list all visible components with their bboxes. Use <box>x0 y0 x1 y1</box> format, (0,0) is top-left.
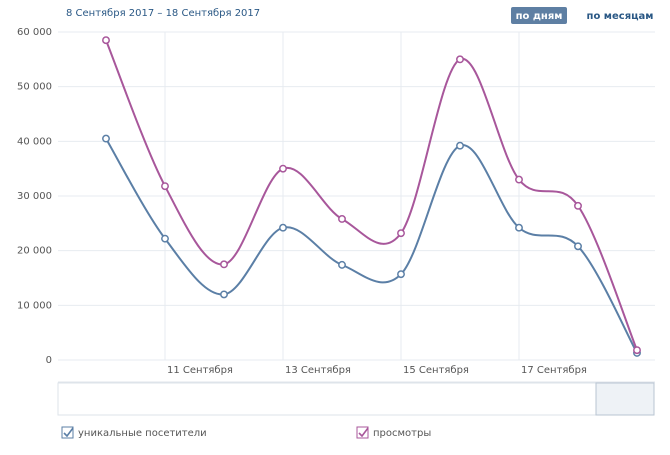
legend-label[interactable]: просмотры <box>373 428 431 439</box>
y-tick-label: 60 000 <box>17 27 52 38</box>
point <box>397 229 405 238</box>
point <box>515 223 523 232</box>
point <box>338 215 346 223</box>
point <box>220 290 228 299</box>
point <box>102 36 110 45</box>
y-tick-label: 10 000 <box>17 300 52 311</box>
legend-check <box>358 427 369 438</box>
y-tick-label: 0 <box>46 355 52 366</box>
series-line <box>105 39 638 351</box>
y-tick-label: 40 000 <box>17 136 52 147</box>
point <box>279 223 287 232</box>
legend-label[interactable]: уникальные посетители <box>78 428 207 439</box>
x-tick-label: 11 Сентября <box>167 365 233 376</box>
x-tick-label: 15 Сентября <box>403 365 469 376</box>
point <box>456 55 464 64</box>
y-tick-label: 50 000 <box>17 82 52 93</box>
legend-check <box>63 427 74 438</box>
month-button-label[interactable]: по месяцам <box>587 11 654 22</box>
chart-title: 8 Сентября 2017 – 18 Сентября 2017 <box>66 8 260 19</box>
point <box>161 234 169 243</box>
day-button-label[interactable]: по дням <box>516 11 563 22</box>
point <box>102 134 110 143</box>
point <box>338 260 346 269</box>
point <box>574 242 582 251</box>
legend-checkbox[interactable] <box>356 426 369 439</box>
point <box>633 346 641 355</box>
x-tick-label: 17 Сентября <box>521 365 587 376</box>
point <box>515 175 523 184</box>
y-tick-label: 20 000 <box>17 246 52 257</box>
y-tick-label: 30 000 <box>17 191 52 202</box>
day-button[interactable] <box>511 7 567 24</box>
navigator[interactable] <box>57 382 655 416</box>
series-line <box>105 138 638 354</box>
x-tick-label: 13 Сентября <box>285 365 351 376</box>
legend-checkbox[interactable] <box>61 426 74 439</box>
point <box>397 270 405 279</box>
point <box>161 182 169 191</box>
point <box>279 164 287 173</box>
point <box>574 201 582 210</box>
point <box>456 141 464 150</box>
point <box>220 260 228 269</box>
navigator-selection[interactable] <box>595 382 655 416</box>
